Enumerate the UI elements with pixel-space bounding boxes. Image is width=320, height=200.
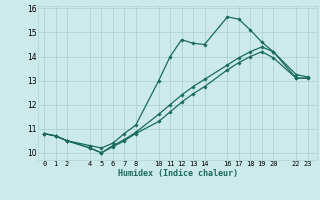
X-axis label: Humidex (Indice chaleur): Humidex (Indice chaleur) [118, 169, 238, 178]
